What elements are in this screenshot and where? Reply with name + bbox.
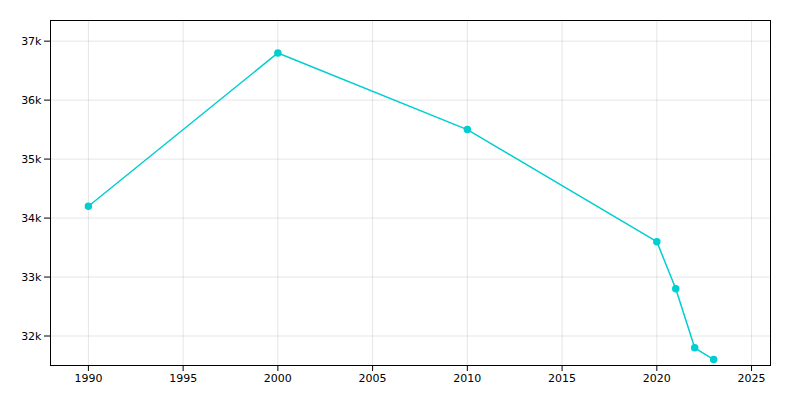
svg-text:1995: 1995 <box>169 372 197 385</box>
svg-text:35k: 35k <box>21 153 42 166</box>
svg-text:2005: 2005 <box>359 372 387 385</box>
svg-text:34k: 34k <box>21 212 42 225</box>
svg-text:2020: 2020 <box>643 372 671 385</box>
svg-text:2000: 2000 <box>264 372 292 385</box>
svg-text:2010: 2010 <box>453 372 481 385</box>
svg-text:1990: 1990 <box>74 372 102 385</box>
svg-text:2025: 2025 <box>738 372 766 385</box>
svg-text:37k: 37k <box>21 35 42 48</box>
svg-text:36k: 36k <box>21 94 42 107</box>
svg-text:33k: 33k <box>21 271 42 284</box>
svg-text:32k: 32k <box>21 330 42 343</box>
svg-text:2015: 2015 <box>548 372 576 385</box>
